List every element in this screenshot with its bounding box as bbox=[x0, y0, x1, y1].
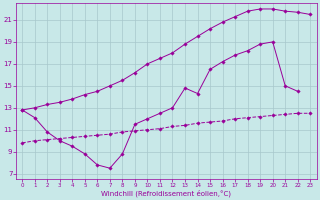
X-axis label: Windchill (Refroidissement éolien,°C): Windchill (Refroidissement éolien,°C) bbox=[101, 189, 231, 197]
